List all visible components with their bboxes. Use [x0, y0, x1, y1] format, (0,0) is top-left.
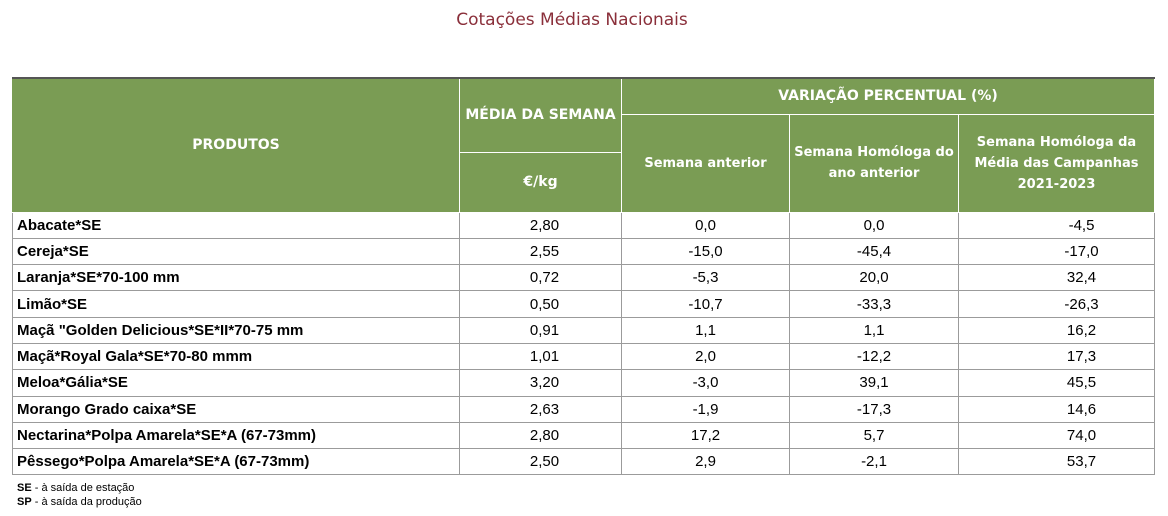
- cell-media: 0,72: [459, 264, 622, 292]
- cell-produto: Laranja*SE*70-100 mm: [12, 264, 460, 292]
- cell-produto: Pêssego*Polpa Amarela*SE*A (67-73mm): [12, 448, 460, 476]
- cell-media: 0,50: [459, 290, 622, 318]
- table-row: Morango Grado caixa*SE 2,63 -1,9 -17,3 14,6: [12, 395, 1156, 423]
- cell-semana-homologa-media: 53,7: [957, 448, 1156, 476]
- cell-semana-homologa-media: 32,4: [957, 264, 1156, 292]
- cell-semana-anterior: 1,1: [621, 316, 790, 344]
- header-variacao: VARIAÇÃO PERCENTUAL (%): [620, 77, 1156, 115]
- prices-table: PRODUTOS MÉDIA DA SEMANA VARIAÇÃO PERCEN…: [12, 77, 1156, 476]
- header-semana-anterior: Semana anterior: [621, 113, 790, 213]
- cell-semana-anterior: 2,0: [621, 342, 790, 371]
- cell-semana-homologa: 39,1: [789, 369, 959, 397]
- header-semana-homologa-media: Semana Homóloga da Média das Campanhas 2…: [957, 113, 1156, 213]
- cell-media: 2,55: [459, 237, 622, 266]
- cell-semana-homologa: -33,3: [789, 290, 959, 318]
- cell-media: 2,80: [459, 211, 622, 239]
- cell-semana-anterior: -5,3: [621, 264, 790, 292]
- footnote-se: SE - à saída de estação: [17, 482, 134, 494]
- cell-semana-anterior: -1,9: [621, 395, 790, 423]
- cell-semana-homologa-media: -17,0: [957, 237, 1156, 266]
- cell-semana-homologa-media: 14,6: [957, 395, 1156, 423]
- table-row: Maçã*Royal Gala*SE*70-80 mmm 1,01 2,0 -12,2…: [12, 342, 1156, 371]
- footnote-sp-text: - à saída da produção: [31, 496, 142, 508]
- footnote-sp: SP - à saída da produção: [17, 496, 142, 508]
- cell-produto: Maçã*Royal Gala*SE*70-80 mmm: [12, 342, 460, 371]
- table-row: Nectarina*Polpa Amarela*SE*A (67-73mm) 2,…: [12, 421, 1156, 450]
- table-row: Maçã "Golden Delicious*SE*II*70-75 mm 0,9…: [12, 316, 1156, 344]
- cell-produto: Morango Grado caixa*SE: [12, 395, 460, 423]
- cell-semana-homologa: 20,0: [789, 264, 959, 292]
- cell-produto: Limão*SE: [12, 290, 460, 318]
- header-semana-homologa: Semana Homóloga do ano anterior: [789, 113, 959, 213]
- cell-media: 3,20: [459, 369, 622, 397]
- header-media-semana: MÉDIA DA SEMANA: [459, 77, 622, 153]
- cell-produto: Cereja*SE: [12, 237, 460, 266]
- cell-semana-homologa-media: -26,3: [957, 290, 1156, 318]
- cell-semana-homologa-media: 17,3: [957, 342, 1156, 371]
- cell-semana-homologa-media: 74,0: [957, 421, 1156, 450]
- header-unit: €/kg: [459, 151, 622, 213]
- cell-semana-homologa: 1,1: [789, 316, 959, 344]
- cell-semana-homologa-media: 16,2: [957, 316, 1156, 344]
- cell-media: 2,63: [459, 395, 622, 423]
- cell-media: 1,01: [459, 342, 622, 371]
- table-row: Limão*SE 0,50 -10,7 -33,3 -26,3: [12, 290, 1156, 318]
- cell-semana-anterior: 2,9: [621, 448, 790, 476]
- cell-produto: Meloa*Gália*SE: [12, 369, 460, 397]
- cell-semana-homologa-media: 45,5: [957, 369, 1156, 397]
- cell-produto: Maçã "Golden Delicious*SE*II*70-75 mm: [12, 316, 460, 344]
- cell-semana-anterior: 0,0: [621, 211, 790, 239]
- cell-semana-anterior: -10,7: [621, 290, 790, 318]
- cell-semana-anterior: -15,0: [621, 237, 790, 266]
- cell-media: 2,80: [459, 421, 622, 450]
- page-title: Cotações Médias Nacionais: [456, 10, 688, 30]
- table-row: Pêssego*Polpa Amarela*SE*A (67-73mm) 2,50…: [12, 448, 1156, 476]
- cell-semana-homologa: -12,2: [789, 342, 959, 371]
- footnote-se-abbr: SE: [17, 482, 32, 494]
- table-row: Abacate*SE 2,80 0,0 0,0 -4,5: [12, 211, 1156, 239]
- header-produtos: PRODUTOS: [12, 77, 460, 213]
- cell-semana-homologa: -45,4: [789, 237, 959, 266]
- table-row: Meloa*Gália*SE 3,20 -3,0 39,1 45,5: [12, 369, 1156, 397]
- cell-media: 0,91: [459, 316, 622, 344]
- cell-semana-homologa: 5,7: [789, 421, 959, 450]
- cell-semana-anterior: -3,0: [621, 369, 790, 397]
- table-body: Abacate*SE 2,80 0,0 0,0 -4,5 Cereja*SE 2,55 -15…: [12, 211, 1156, 476]
- cell-semana-homologa-media: -4,5: [957, 211, 1156, 239]
- footnote-sp-abbr: SP: [17, 496, 32, 508]
- footnote-se-text: - à saída de estação: [31, 482, 135, 494]
- cell-semana-anterior: 17,2: [621, 421, 790, 450]
- cell-semana-homologa: -2,1: [789, 448, 959, 476]
- cell-media: 2,50: [459, 448, 622, 476]
- cell-semana-homologa: -17,3: [789, 395, 959, 423]
- table-row: Laranja*SE*70-100 mm 0,72 -5,3 20,0 32,4: [12, 264, 1156, 292]
- cell-produto: Nectarina*Polpa Amarela*SE*A (67-73mm): [12, 421, 460, 450]
- cell-produto: Abacate*SE: [12, 211, 460, 239]
- cell-semana-homologa: 0,0: [789, 211, 959, 239]
- table-row: Cereja*SE 2,55 -15,0 -45,4 -17,0: [12, 237, 1156, 266]
